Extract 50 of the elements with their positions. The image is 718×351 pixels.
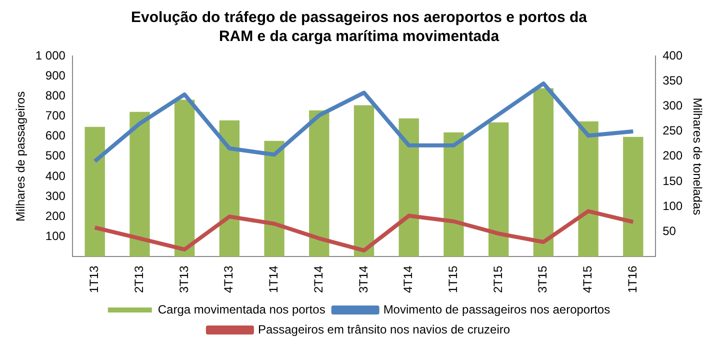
x-tick-label: 4T15 bbox=[580, 265, 595, 294]
x-tick-label: 4T14 bbox=[401, 265, 416, 294]
bar bbox=[533, 88, 554, 257]
bar bbox=[174, 100, 195, 257]
bar bbox=[578, 121, 598, 257]
bar bbox=[444, 132, 464, 257]
y-tick-label: 900 bbox=[45, 68, 66, 83]
bar bbox=[623, 136, 644, 257]
y-tick-label: 800 bbox=[45, 88, 66, 103]
x-tick-label: 2T13 bbox=[132, 265, 146, 294]
x-tick-label: 3T13 bbox=[176, 265, 191, 294]
bar bbox=[309, 110, 330, 257]
y-tick-label: 700 bbox=[45, 108, 66, 123]
legend-label: Passageiros em trânsito nos navios de cruzeiro bbox=[258, 322, 510, 336]
y-tick-label: 300 bbox=[45, 188, 66, 203]
y-tick-label: 1 000 bbox=[35, 48, 66, 63]
x-tick-label: 2T14 bbox=[311, 265, 326, 294]
legend-label: Movimento de passageiros nos aeroportos bbox=[383, 302, 610, 316]
bar bbox=[219, 120, 240, 257]
y2-tick-label: 350 bbox=[662, 74, 683, 88]
x-tick-label: 1T15 bbox=[446, 265, 460, 294]
bar bbox=[488, 122, 509, 257]
y-tick-label: 100 bbox=[45, 228, 66, 243]
x-tick-label: 1T13 bbox=[87, 265, 102, 294]
y-tick-label: 600 bbox=[45, 128, 66, 143]
x-tick-label: 1T16 bbox=[625, 265, 640, 294]
y-axis-title: Milhares de passageiros bbox=[14, 91, 28, 222]
y-tick-label: 200 bbox=[45, 208, 66, 223]
y-tick-label: 400 bbox=[45, 168, 66, 183]
y2-tick-label: 150 bbox=[662, 174, 683, 188]
bar bbox=[354, 105, 374, 257]
x-tick-label: 3T15 bbox=[536, 265, 550, 294]
y2-tick-label: 50 bbox=[662, 224, 676, 238]
y2-tick-label: 200 bbox=[662, 148, 683, 163]
y-tick-label: 500 bbox=[45, 148, 66, 163]
x-tick-label: 1T14 bbox=[266, 265, 281, 294]
y2-tick-label: 400 bbox=[662, 48, 683, 63]
bar bbox=[398, 118, 419, 257]
y2-tick-label: 100 bbox=[662, 198, 683, 213]
legend-label: Carga movimentada nos portos bbox=[158, 302, 326, 316]
bar bbox=[130, 112, 150, 257]
y2-tick-label: 300 bbox=[662, 98, 683, 113]
bar bbox=[264, 140, 284, 257]
x-tick-label: 4T13 bbox=[222, 265, 236, 294]
y2-tick-label: 250 bbox=[662, 124, 683, 138]
y2-axis-title: Milhares de toneladas bbox=[690, 98, 704, 216]
x-tick-label: 2T15 bbox=[490, 265, 505, 294]
bar bbox=[84, 126, 105, 257]
chart-title: Evolução do tráfego de passageiros nos aeroportos e portos da RAM e da carga marítima movimentada bbox=[130, 8, 588, 46]
x-tick-label: 3T14 bbox=[356, 265, 370, 294]
